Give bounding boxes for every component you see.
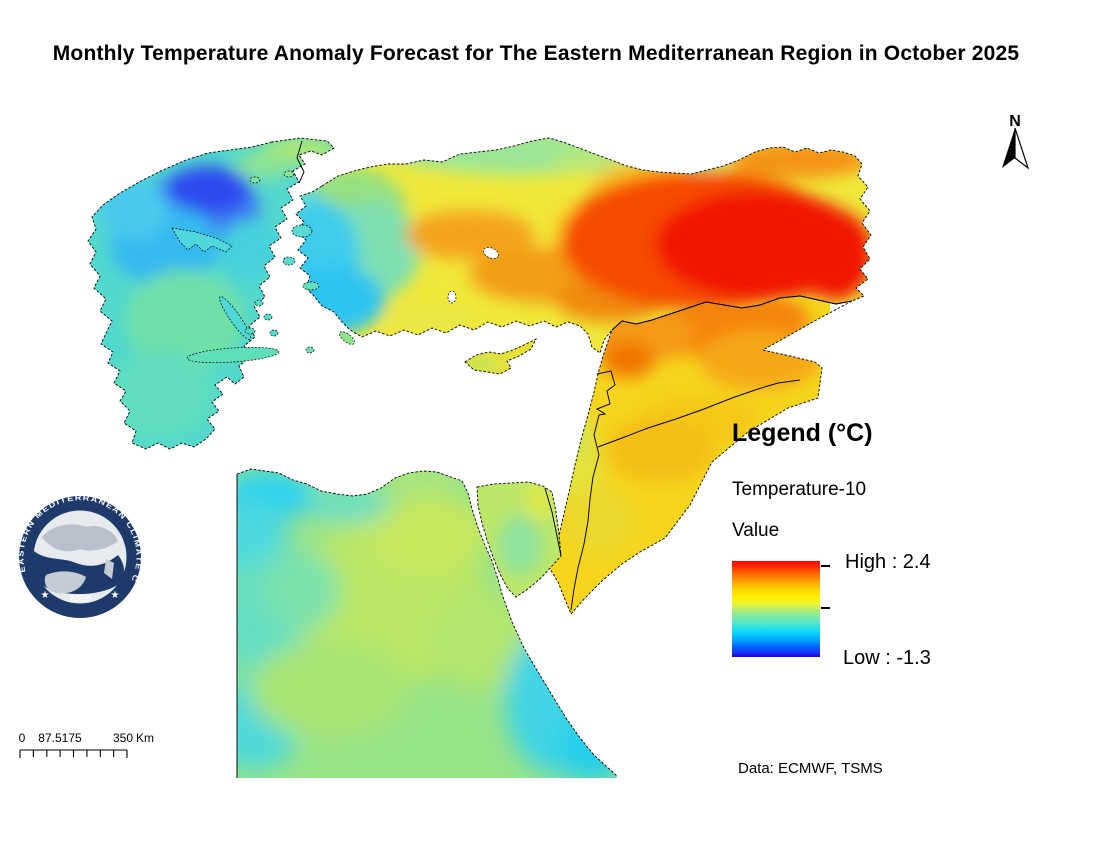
- greece-anomaly-field: [88, 138, 334, 449]
- data-attribution: Data: ECMWF, TSMS: [738, 760, 883, 777]
- scale-bar: 0 87.5175 350 Km: [19, 731, 154, 758]
- logo-land-anatolia: [42, 524, 118, 552]
- emcc-logo: EASTERN MEDITERRANEAN CLIMATE CENTRE ★ ★…: [16, 493, 142, 618]
- island: [249, 176, 261, 184]
- scale-unit: Km: [136, 731, 154, 745]
- border-egypt-israel: [544, 487, 562, 557]
- scale-bar-ruler: [19, 749, 128, 758]
- lake-tuz: [483, 246, 499, 260]
- scale-label-mid: 87.5175: [38, 731, 82, 745]
- border-greece-turkey: [296, 140, 305, 184]
- levant-anomaly-field: [546, 296, 830, 614]
- island: [263, 313, 273, 321]
- island-chios: [282, 256, 296, 266]
- turkey-coastline: [295, 137, 872, 354]
- north-arrow-right-half: [1014, 127, 1030, 170]
- border-lebanon: [595, 370, 616, 416]
- island: [254, 299, 264, 307]
- logo-land-levant: [104, 559, 114, 579]
- island: [305, 346, 315, 354]
- logo-land-egypt: [44, 571, 86, 594]
- island-euboea: [219, 296, 251, 340]
- egypt-anomaly-field: [237, 469, 617, 778]
- north-arrow-label: N: [1009, 113, 1021, 130]
- island-samos: [302, 281, 320, 291]
- logo-star-right: ★: [111, 590, 120, 601]
- island: [244, 327, 256, 335]
- north-arrow: N: [1002, 113, 1030, 170]
- scale-label-end: 350: [113, 731, 133, 745]
- north-arrow-left-half: [1002, 128, 1015, 168]
- scale-label-zero: 0: [19, 731, 26, 745]
- sinai-coastline: [476, 481, 562, 598]
- lake-beysehir: [447, 290, 457, 304]
- chalkidiki-peninsula: [171, 227, 233, 253]
- logo-star-left: ★: [41, 590, 50, 601]
- greece-coastline: [87, 137, 335, 450]
- border-syria-jordan: [597, 379, 801, 448]
- island-lesbos: [291, 224, 313, 238]
- egypt-coastline: [236, 468, 618, 777]
- aegean-islands: [186, 170, 355, 364]
- country-borders: [296, 140, 853, 611]
- island-rhodes: [339, 331, 355, 345]
- border-turkey-syria: [611, 295, 853, 331]
- island-crete: [186, 346, 280, 364]
- map-title: Monthly Temperature Anomaly Forecast for…: [52, 42, 1020, 65]
- island: [283, 170, 295, 178]
- logo-year: 2009: [69, 594, 92, 605]
- island: [269, 329, 279, 337]
- border-israel-jordan: [570, 414, 600, 611]
